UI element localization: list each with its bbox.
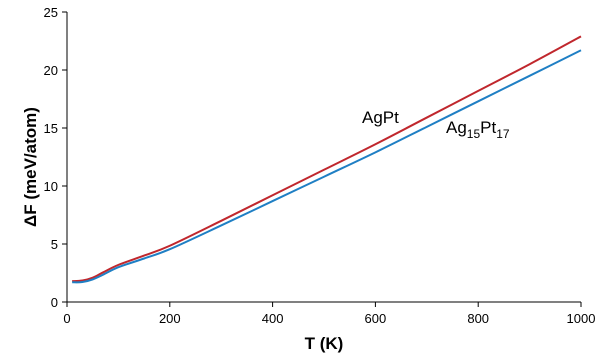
series-label-ag15pt17: Ag15Pt17 bbox=[446, 118, 510, 141]
label-sub-17: 17 bbox=[496, 127, 510, 141]
x-tick-label: 800 bbox=[467, 311, 489, 326]
series-lines bbox=[72, 35, 582, 284]
y-tick-label: 5 bbox=[51, 237, 58, 252]
x-tick-label: 0 bbox=[63, 311, 70, 326]
x-tick-label: 400 bbox=[262, 311, 284, 326]
y-tick-label: 10 bbox=[44, 179, 58, 194]
y-tick-label: 25 bbox=[44, 5, 58, 20]
x-ticks: 0 200 400 600 800 1000 bbox=[63, 302, 595, 326]
label-part-pt: Pt bbox=[480, 118, 496, 137]
plot-area: 0 200 400 600 800 1000 0 5 10 15 20 25 bbox=[44, 5, 596, 326]
series-label-agpt: AgPt bbox=[362, 108, 399, 127]
y-axis-title: ΔF (meV/atom) bbox=[21, 107, 40, 227]
x-tick-label: 1000 bbox=[567, 311, 596, 326]
y-ticks: 0 5 10 15 20 25 bbox=[44, 5, 67, 310]
x-tick-label: 200 bbox=[159, 311, 181, 326]
y-tick-label: 0 bbox=[51, 295, 58, 310]
label-part-ag: Ag bbox=[446, 118, 467, 137]
label-sub-15: 15 bbox=[467, 127, 481, 141]
x-axis-title: T (K) bbox=[305, 334, 344, 353]
x-tick-label: 600 bbox=[365, 311, 387, 326]
series-line-agpt bbox=[72, 35, 582, 283]
series-line-ag15pt17 bbox=[72, 49, 582, 284]
y-tick-label: 20 bbox=[44, 63, 58, 78]
y-tick-label: 15 bbox=[44, 121, 58, 136]
